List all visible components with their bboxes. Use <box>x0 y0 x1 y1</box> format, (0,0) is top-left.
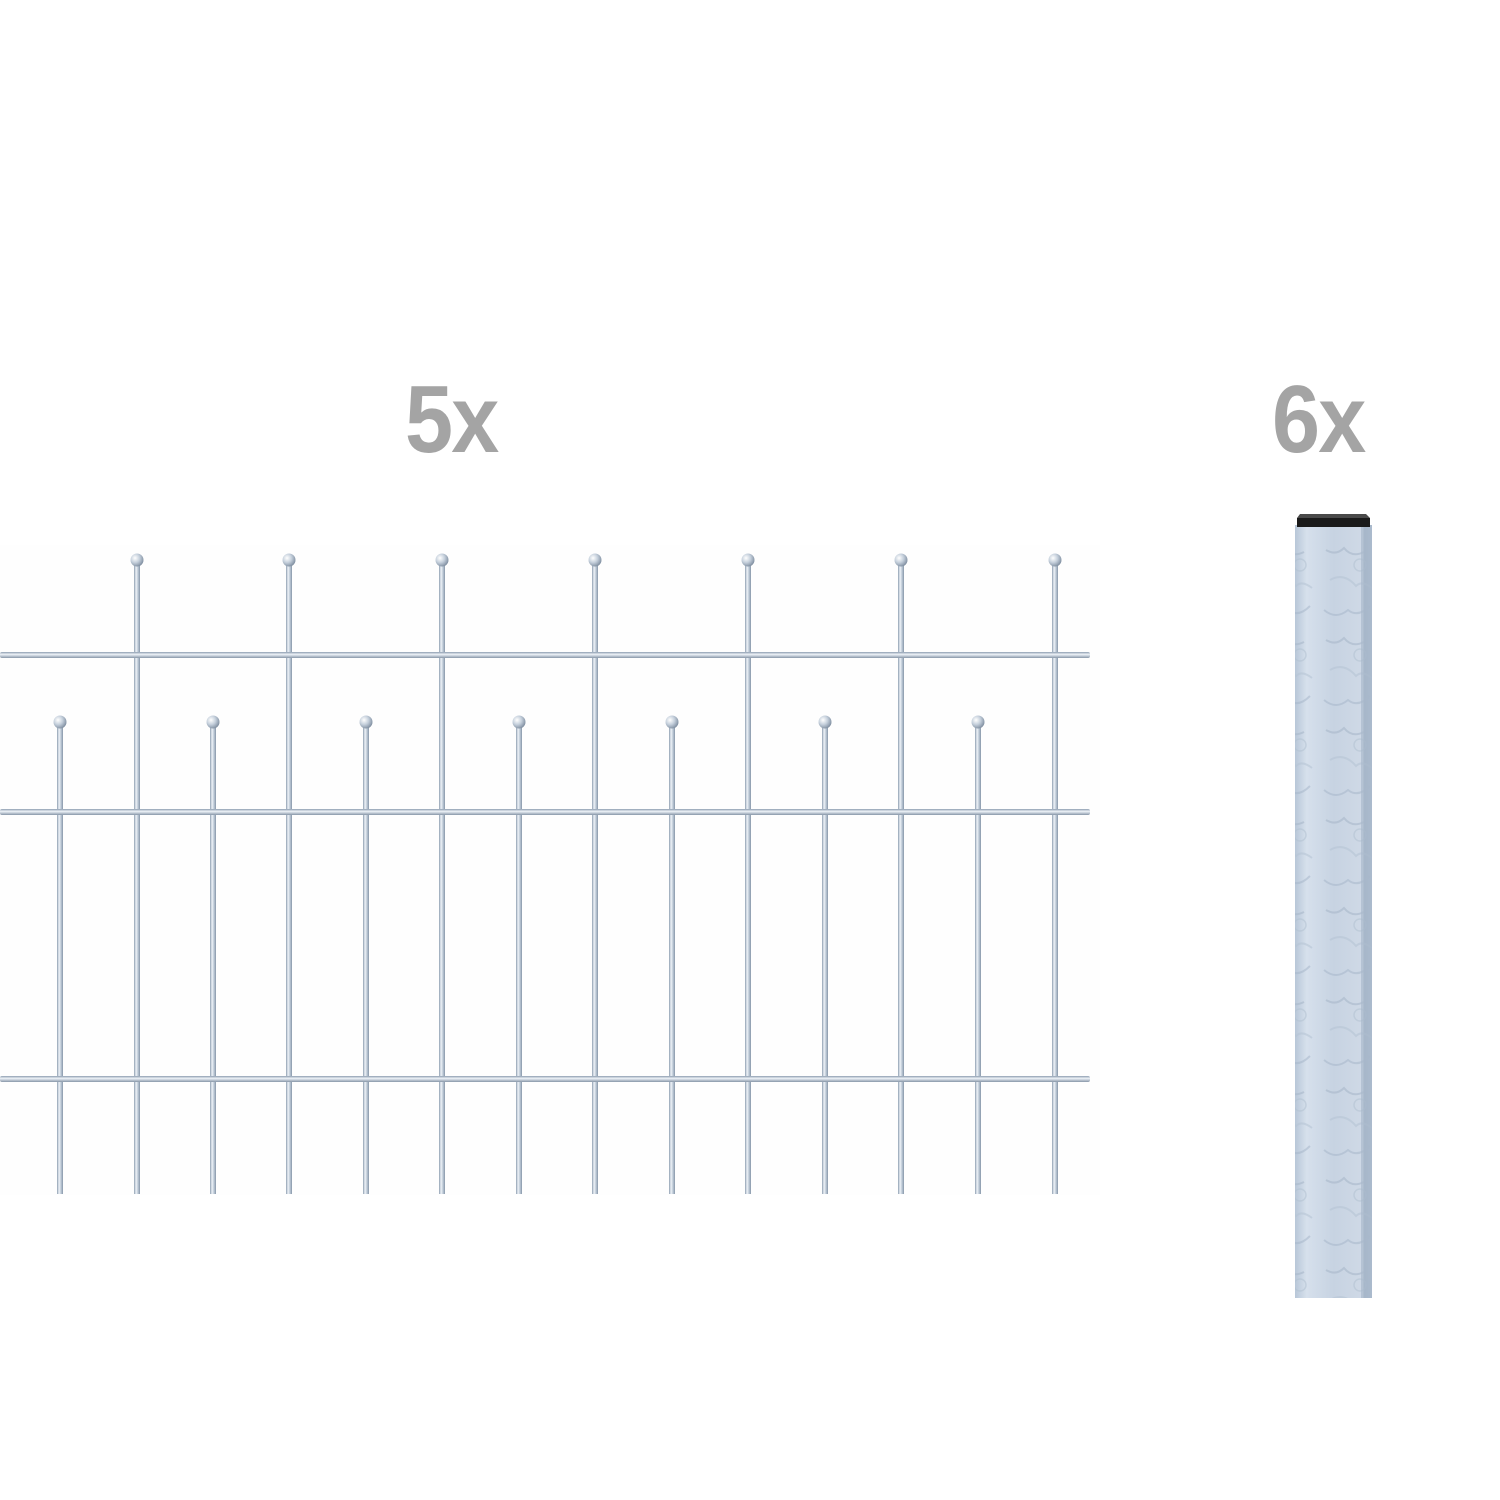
ball-finial <box>665 715 679 729</box>
panel-backdrop <box>0 545 1100 1195</box>
tall-bar <box>745 562 751 1194</box>
short-bar <box>516 724 522 1194</box>
ball-finial <box>359 715 373 729</box>
tall-bar <box>898 562 904 1194</box>
tall-bar <box>592 562 598 1194</box>
ball-finial <box>282 553 296 567</box>
post-side-face <box>1361 525 1372 1298</box>
short-bar <box>975 724 981 1194</box>
ball-finial <box>53 715 67 729</box>
bottom-rail <box>0 1076 1090 1082</box>
tall-bar <box>134 562 140 1194</box>
fence-post-icon <box>1295 514 1372 1298</box>
post-cap <box>1297 518 1370 527</box>
short-bar <box>57 724 63 1194</box>
post-cap-top <box>1297 514 1370 518</box>
post-texture <box>1295 525 1372 1298</box>
tall-bar <box>439 562 445 1194</box>
short-bar <box>210 724 216 1194</box>
post-quantity-label: 6x <box>1272 366 1366 473</box>
ball-finial <box>435 553 449 567</box>
tall-bar <box>286 562 292 1194</box>
short-bar <box>363 724 369 1194</box>
fence-panel-icon <box>0 545 1100 1195</box>
horizontal-rails <box>0 652 1090 1082</box>
tall-bars <box>134 562 1058 1194</box>
top-rail <box>0 652 1090 658</box>
ball-finial <box>206 715 220 729</box>
ball-finial <box>588 553 602 567</box>
ball-finial <box>818 715 832 729</box>
ball-finial <box>971 715 985 729</box>
ball-finials <box>53 553 1062 729</box>
short-bar <box>669 724 675 1194</box>
ball-finial <box>512 715 526 729</box>
middle-rail <box>0 809 1090 815</box>
panel-quantity-label: 5x <box>405 366 499 473</box>
ball-finial <box>894 553 908 567</box>
ball-finial <box>741 553 755 567</box>
short-bar <box>822 724 828 1194</box>
tall-bar <box>1052 562 1058 1194</box>
short-bars <box>57 724 981 1194</box>
ball-finial <box>1048 553 1062 567</box>
ball-finial <box>130 553 144 567</box>
